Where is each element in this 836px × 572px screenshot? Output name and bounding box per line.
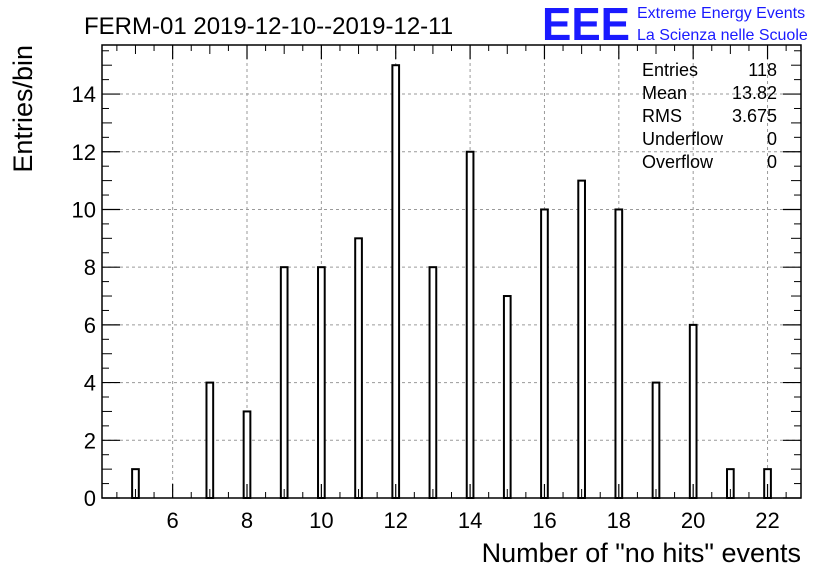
eee-logo-mark: EEE [542, 0, 630, 50]
axis-ticks [102, 45, 801, 499]
histogram-bars [131, 64, 772, 500]
eee-logo-line1: Extreme Energy Events [637, 5, 805, 22]
stats-value: 118 [748, 60, 777, 80]
y-tick-label: 6 [84, 313, 96, 338]
histogram-bar [614, 208, 624, 499]
y-tick-label: 12 [72, 140, 96, 165]
x-tick-label: 10 [309, 508, 333, 533]
x-tick-labels: 6 8 10 12 14 16 18 20 22 [167, 508, 780, 533]
chart-title: FERM-01 2019-12-10--2019-12-11 [84, 13, 453, 40]
eee-logo-line2: La Scienza nelle Scuole [637, 27, 808, 44]
stats-label: RMS [642, 106, 682, 126]
stats-value: 0 [767, 152, 777, 172]
histogram-bar [354, 237, 363, 499]
grid [102, 45, 801, 498]
histogram-bar [391, 64, 401, 499]
histogram-bar [651, 381, 661, 500]
y-tick-label: 0 [84, 486, 96, 511]
x-tick-label: 14 [458, 508, 482, 533]
histogram-bar [502, 295, 512, 499]
x-tick-label: 20 [681, 508, 705, 533]
eee-logo: EEE Extreme Energy Events La Scienza nel… [542, 0, 808, 50]
histogram-bar [279, 266, 289, 499]
histogram-bar [540, 208, 549, 499]
stats-box: Entries 118 Mean 13.82 RMS 3.675 Underflow 0 Ove… [642, 60, 777, 172]
x-tick-label: 22 [755, 508, 779, 533]
stats-label: Mean [642, 83, 687, 103]
y-tick-label: 2 [84, 428, 96, 453]
x-tick-label: 8 [241, 508, 253, 533]
x-tick-label: 6 [167, 508, 179, 533]
stats-label: Entries [642, 60, 698, 80]
x-axis-title: Number of "no hits" events [482, 538, 801, 568]
x-tick-label: 16 [532, 508, 556, 533]
y-tick-label: 8 [84, 255, 96, 280]
y-axis-title: Entries/bin [8, 45, 38, 173]
histogram-bar [205, 381, 215, 500]
histogram-bar [577, 179, 586, 500]
stats-value: 3.675 [732, 106, 777, 126]
x-tick-label: 18 [607, 508, 631, 533]
stats-label: Overflow [642, 152, 714, 172]
y-tick-label: 4 [84, 371, 96, 396]
histogram-bar [428, 266, 438, 499]
histogram-bar [317, 266, 326, 499]
y-tick-label: 10 [72, 197, 96, 222]
x-tick-label: 12 [383, 508, 407, 533]
histogram-bar [465, 150, 475, 499]
histogram-bar [688, 323, 698, 499]
stats-value: 0 [767, 129, 777, 149]
y-tick-label: 14 [72, 82, 96, 107]
stats-label: Underflow [642, 129, 724, 149]
y-tick-labels: 0 2 4 6 8 10 12 14 [72, 82, 96, 511]
stats-value: 13.82 [732, 83, 777, 103]
